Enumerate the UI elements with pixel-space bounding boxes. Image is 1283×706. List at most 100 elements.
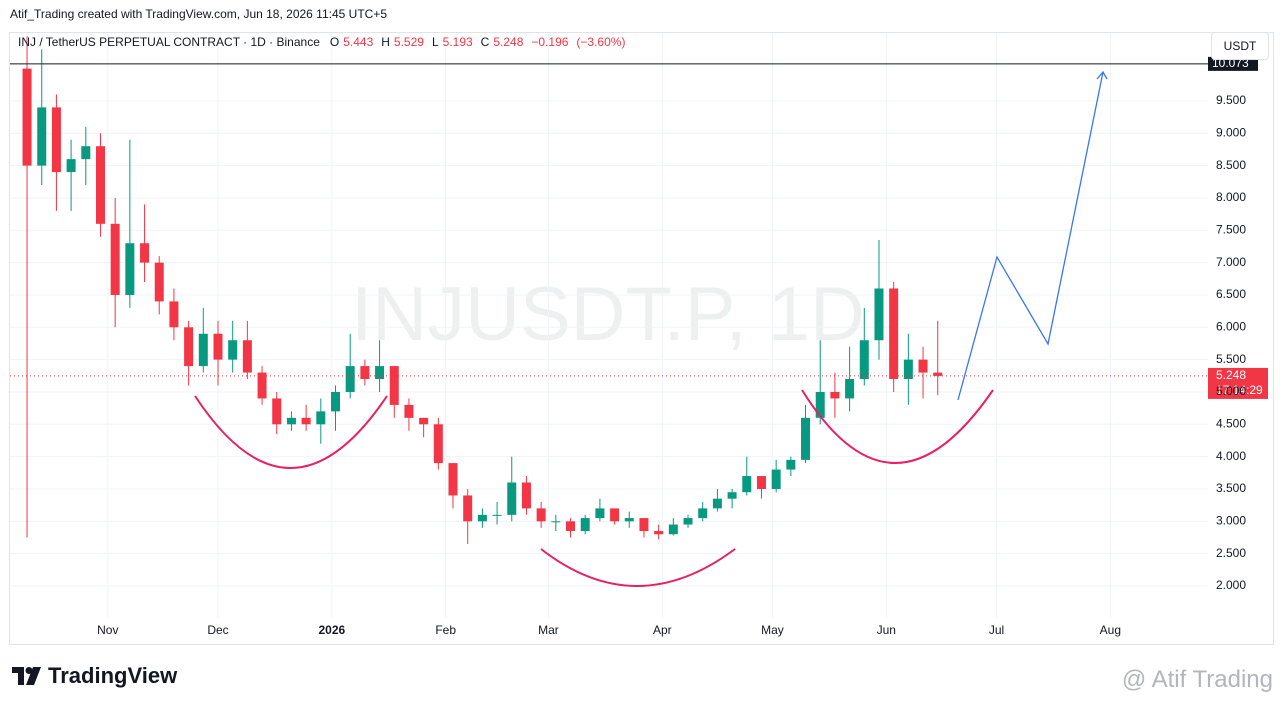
- candles: [22, 36, 943, 544]
- y-tick-label: 8.500: [1216, 158, 1246, 172]
- last-price-box: [1208, 367, 1268, 399]
- change-pct: (−3.60%): [576, 35, 626, 49]
- candle-body: [404, 404, 414, 418]
- candle-body: [580, 518, 590, 532]
- hline-label-box: [1208, 56, 1258, 71]
- candle-body: [169, 301, 179, 328]
- candle-body: [316, 411, 326, 425]
- y-tick-label: 4.500: [1216, 416, 1246, 430]
- y-tick-label: 6.500: [1216, 287, 1246, 301]
- candle-body: [272, 398, 282, 425]
- candle-body: [595, 508, 605, 519]
- y-tick-label: 5.000: [1216, 384, 1246, 398]
- candle-body: [801, 417, 811, 460]
- x-tick-label: Jun: [877, 623, 896, 637]
- candle-body: [213, 333, 223, 360]
- candle-body: [756, 476, 766, 489]
- candle-body: [81, 146, 91, 160]
- x-tick-label: May: [761, 623, 784, 637]
- candle-body: [433, 424, 443, 464]
- y-tick-label: 3.500: [1216, 481, 1246, 495]
- y-tick-label: 9.500: [1216, 93, 1246, 107]
- candle-body: [37, 107, 47, 166]
- ohlc-label: H: [381, 35, 390, 49]
- candle-body: [375, 366, 385, 380]
- y-tick-label: 5.500: [1216, 352, 1246, 366]
- candle-body: [154, 262, 164, 302]
- candle-body: [536, 508, 546, 522]
- candle-body: [698, 508, 708, 519]
- author-watermark: @ Atif Trading: [1121, 666, 1273, 693]
- candle-body: [345, 366, 355, 392]
- candle-body: [683, 518, 693, 525]
- y-tick-label: 2.000: [1216, 578, 1246, 592]
- candle-body: [360, 366, 370, 380]
- last-price-label: 5.248: [1216, 368, 1246, 382]
- x-tick-label: Feb: [435, 623, 456, 637]
- candle-body: [610, 508, 620, 522]
- projection-path: [957, 70, 1108, 401]
- watermark: INJUSDT.P, 1D: [351, 272, 865, 357]
- symbol: INJ / TetherUS PERPETUAL CONTRACT · 1D ·…: [18, 35, 320, 49]
- currency-button[interactable]: USDT: [1211, 32, 1269, 60]
- candle-body: [933, 372, 943, 376]
- candle-body: [51, 107, 61, 173]
- drawings: [194, 70, 1108, 587]
- candle-body: [654, 531, 664, 535]
- credit: Atif_Trading created with TradingView.co…: [10, 7, 387, 21]
- candle-body: [889, 288, 899, 380]
- arc-right: [801, 389, 994, 464]
- ohlc-value: 5.443: [343, 35, 374, 49]
- chart-frame: [9, 32, 1274, 645]
- x-tick-label: Aug: [1100, 623, 1121, 637]
- x-tick-label: Jul: [989, 623, 1004, 637]
- candle-body: [668, 524, 678, 535]
- y-tick-label: 9.000: [1216, 125, 1246, 139]
- candle-body: [771, 469, 781, 489]
- change: −0.196: [531, 35, 569, 49]
- candle-body: [903, 359, 913, 380]
- candle-body: [918, 359, 928, 373]
- candle-body: [566, 521, 576, 532]
- candle-body: [624, 518, 634, 522]
- candle-body: [228, 340, 238, 360]
- x-tick-label: Dec: [207, 623, 228, 637]
- countdown: 17:14:29: [1216, 383, 1263, 397]
- candle-body: [727, 492, 737, 499]
- brand-icon: [12, 667, 41, 685]
- brand: TradingView: [12, 663, 177, 689]
- candle-body: [301, 417, 311, 425]
- ohlc-value: 5.193: [442, 35, 473, 49]
- y-tick-label: 8.000: [1216, 190, 1246, 204]
- candle-body: [859, 340, 869, 380]
- y-tick-label: 7.500: [1216, 222, 1246, 236]
- candle-body: [330, 391, 340, 412]
- candle-body: [419, 417, 429, 425]
- ohlc-label: C: [480, 35, 490, 49]
- candle-body: [110, 223, 120, 295]
- candle-body: [140, 243, 150, 263]
- arc-bottom: [540, 548, 736, 587]
- x-tick-label: Nov: [97, 623, 118, 637]
- candle-body: [786, 459, 796, 470]
- candle-body: [492, 514, 502, 516]
- candle-body: [712, 498, 722, 509]
- arc-left: [194, 395, 388, 469]
- candle-body: [125, 243, 135, 295]
- x-tick-label: Apr: [653, 623, 672, 637]
- candle-body: [815, 391, 825, 418]
- candle-body: [521, 482, 531, 509]
- candle-body: [95, 146, 105, 224]
- grid: [10, 34, 1208, 618]
- candle-body: [257, 372, 267, 399]
- candle-body: [874, 288, 884, 341]
- candle-body: [477, 514, 487, 522]
- candle-body: [448, 463, 458, 496]
- ohlc-value: 5.248: [493, 35, 524, 49]
- candle-body: [242, 340, 252, 373]
- candle-body: [286, 417, 296, 425]
- ohlc-value: 5.529: [393, 35, 424, 49]
- y-tick-label: 6.000: [1216, 319, 1246, 333]
